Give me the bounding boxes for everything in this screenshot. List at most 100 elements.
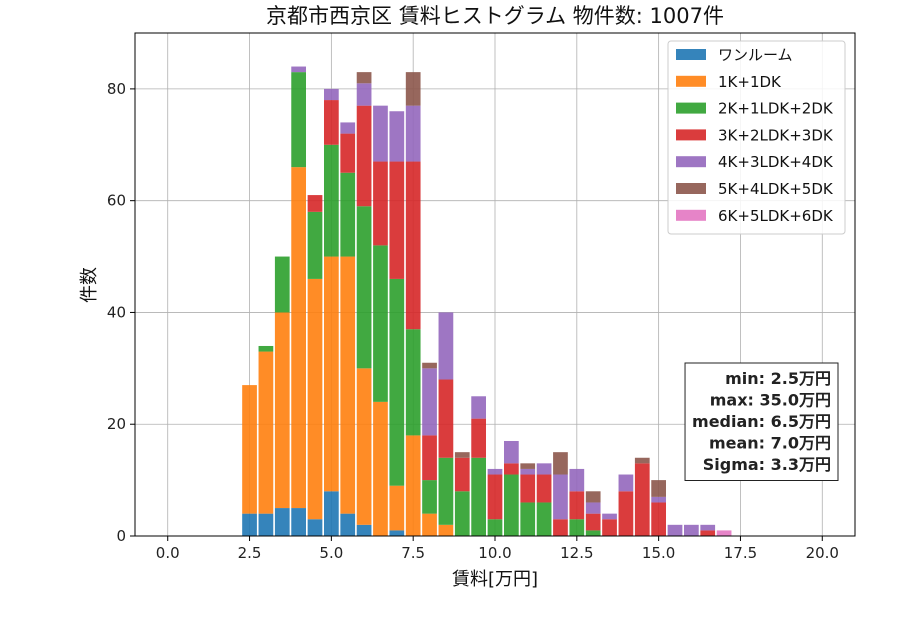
x-tick-label: 10.0 bbox=[478, 544, 511, 562]
bar-segment-series-3 bbox=[553, 519, 568, 536]
ticks-layer: 0.0 2.5 5.0 7.5 10.0 12.5 15.0 17.5 20.0 0 20 40 60 8… bbox=[107, 80, 839, 562]
bar-segment-series-1 bbox=[274, 312, 290, 509]
x-axis-label: 賃料[万円] bbox=[452, 569, 538, 590]
bar-segment-series-4 bbox=[324, 88, 339, 101]
bar-segment-series-4 bbox=[471, 396, 486, 419]
bar-segment-series-1 bbox=[242, 385, 257, 514]
bar-segment-series-2 bbox=[340, 172, 356, 257]
legend-swatch bbox=[676, 129, 706, 141]
y-tick-label: 40 bbox=[107, 303, 126, 321]
bar-segment-series-5 bbox=[356, 72, 372, 84]
legend: ワンルーム 1K+1DK 2K+1LDK+2DK 3K+2LDK+3DK 4K+3LDK… bbox=[667, 40, 846, 235]
bar-segment-series-0 bbox=[324, 491, 339, 536]
x-tick-label: 7.5 bbox=[401, 544, 425, 562]
y-axis-label: 件数 bbox=[79, 267, 100, 303]
bar-segment-series-2 bbox=[405, 329, 421, 436]
bar-segment-series-2 bbox=[585, 530, 601, 536]
bar-segment-series-4 bbox=[569, 468, 585, 492]
legend-swatch bbox=[676, 209, 706, 221]
bar-segment-series-4 bbox=[520, 468, 536, 475]
stats-line: max: 35.0万円 bbox=[710, 391, 831, 410]
bar-segment-series-4 bbox=[389, 111, 405, 162]
bar-segment-series-4 bbox=[618, 474, 634, 492]
bar-segment-series-3 bbox=[585, 513, 601, 531]
stats-box: min: 2.5万円 max: 35.0万円 median: 6.5万円 mean: … bbox=[684, 362, 839, 481]
bar-segment-series-4 bbox=[585, 502, 601, 514]
bar-segment-series-3 bbox=[405, 161, 421, 330]
bar-segment-series-2 bbox=[422, 480, 437, 514]
bar-segment-series-4 bbox=[651, 496, 666, 503]
bar-segment-series-5 bbox=[454, 452, 470, 458]
legend-swatch bbox=[676, 75, 706, 87]
bar-segment-series-3 bbox=[618, 491, 634, 536]
bar-segment-series-5 bbox=[634, 457, 650, 464]
bar-segment-series-6 bbox=[716, 530, 732, 536]
bar-segment-series-2 bbox=[324, 144, 339, 257]
bar-segment-series-2 bbox=[504, 474, 519, 536]
legend-label: 2K+1LDK+2DK bbox=[718, 100, 834, 118]
bar-segment-series-2 bbox=[274, 256, 290, 313]
bar-segment-series-1 bbox=[438, 524, 454, 536]
bar-segment-series-0 bbox=[340, 513, 356, 536]
bar-segment-series-2 bbox=[520, 502, 536, 536]
bar-segment-series-4 bbox=[487, 468, 503, 475]
bar-segment-series-4 bbox=[536, 463, 552, 475]
bar-segment-series-3 bbox=[487, 474, 503, 520]
bar-segment-series-2 bbox=[536, 502, 552, 536]
bar-segment-series-0 bbox=[242, 513, 257, 536]
bar-segment-series-3 bbox=[389, 161, 405, 279]
bar-segment-series-4 bbox=[553, 474, 568, 520]
x-tick-label: 17.5 bbox=[724, 544, 757, 562]
bar-segment-series-1 bbox=[422, 513, 437, 536]
y-tick-label: 20 bbox=[107, 415, 126, 433]
bar-segment-series-4 bbox=[340, 122, 356, 134]
bar-segment-series-4 bbox=[667, 524, 683, 536]
bar-segment-series-2 bbox=[438, 457, 454, 525]
bar-segment-series-2 bbox=[258, 345, 274, 352]
bar-segment-series-3 bbox=[520, 474, 536, 503]
legend-label: 4K+3LDK+4DK bbox=[718, 153, 834, 171]
legend-label: ワンルーム bbox=[718, 46, 793, 64]
stats-line: min: 2.5万円 bbox=[725, 369, 831, 388]
stats-line: Sigma: 3.3万円 bbox=[703, 455, 831, 474]
bar-segment-series-3 bbox=[651, 502, 666, 536]
legend-swatch bbox=[676, 183, 706, 194]
bar-segment-series-4 bbox=[356, 83, 372, 106]
legend-swatch bbox=[676, 49, 706, 60]
x-tick-label: 5.0 bbox=[319, 544, 343, 562]
bar-segment-series-1 bbox=[291, 167, 306, 509]
bar-segment-series-3 bbox=[307, 195, 323, 212]
bar-segment-series-2 bbox=[487, 519, 503, 536]
bar-segment-series-0 bbox=[307, 519, 323, 536]
bar-segment-series-5 bbox=[553, 452, 568, 475]
y-tick-label: 80 bbox=[107, 80, 126, 98]
bar-segment-series-1 bbox=[258, 351, 274, 514]
bar-segment-series-0 bbox=[274, 508, 290, 536]
bar-segment-series-3 bbox=[422, 435, 437, 481]
stats-line: median: 6.5万円 bbox=[692, 412, 831, 431]
bar-segment-series-3 bbox=[602, 519, 617, 536]
legend-label: 6K+5LDK+6DK bbox=[718, 207, 834, 225]
bar-segment-series-4 bbox=[504, 440, 519, 464]
bar-segment-series-1 bbox=[373, 401, 388, 536]
bar-segment-series-4 bbox=[684, 524, 699, 536]
bar-segment-series-4 bbox=[438, 312, 454, 380]
bar-segment-series-3 bbox=[340, 133, 356, 173]
legend-label: 5K+4LDK+5DK bbox=[718, 180, 834, 198]
bar-segment-series-2 bbox=[356, 206, 372, 369]
bar-segment-series-3 bbox=[438, 379, 454, 458]
bar-segment-series-5 bbox=[585, 491, 601, 503]
bar-segment-series-1 bbox=[340, 256, 356, 514]
y-tick-label: 0 bbox=[116, 527, 126, 545]
stats-line: mean: 7.0万円 bbox=[709, 434, 831, 453]
bar-segment-series-3 bbox=[373, 161, 388, 246]
bar-segment-series-1 bbox=[356, 368, 372, 525]
chart-title: 京都市西京区 賃料ヒストグラム 物件数: 1007件 bbox=[266, 4, 724, 28]
x-tick-label: 20.0 bbox=[806, 544, 839, 562]
bar-segment-series-2 bbox=[569, 519, 585, 536]
bar-segment-series-0 bbox=[389, 530, 405, 536]
x-tick-label: 12.5 bbox=[560, 544, 593, 562]
bar-segment-series-3 bbox=[454, 457, 470, 492]
bar-segment-series-3 bbox=[569, 491, 585, 520]
